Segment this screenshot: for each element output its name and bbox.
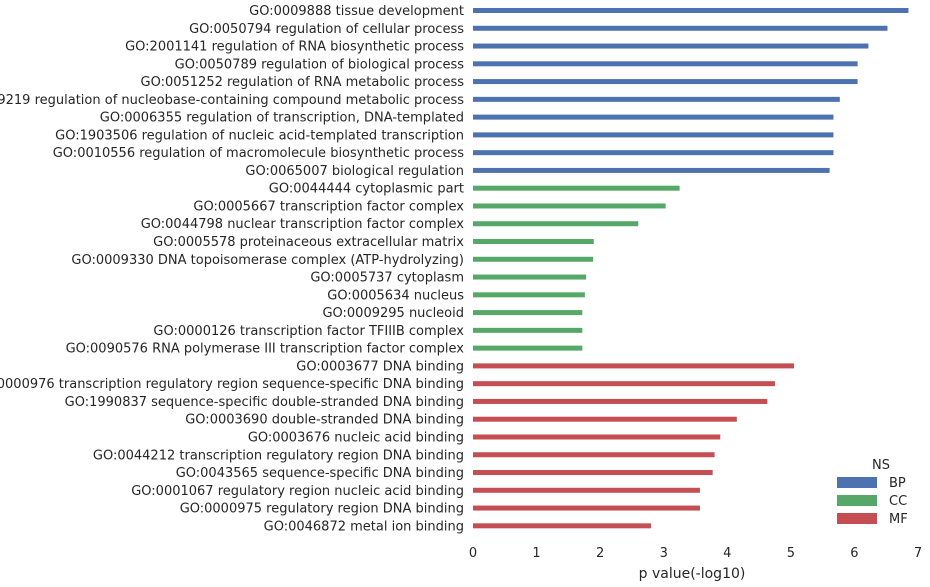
bar-go-0000976 — [473, 381, 775, 387]
x-ticks-group: 0 1 2 3 4 5 6 7 — [469, 546, 922, 561]
category-label: GO:0044444 cytoplasmic part — [269, 182, 464, 197]
legend-swatch-cc — [837, 495, 877, 506]
category-label: GO:0000976 transcription regulatory regi… — [0, 377, 464, 392]
bar-go-0043565 — [473, 470, 713, 476]
bars-group — [473, 8, 909, 529]
category-label: GO:0003676 nucleic acid binding — [248, 430, 464, 445]
x-tick-label: 0 — [469, 546, 477, 561]
category-label: GO:0005667 transcription factor complex — [193, 199, 464, 214]
category-label: GO:0050789 regulation of biological proc… — [175, 57, 465, 72]
bar-go-0046872 — [473, 523, 651, 529]
category-label: GO:0001067 regulatory region nucleic aci… — [131, 484, 464, 499]
category-label: GO:0009295 nucleoid — [322, 306, 464, 321]
category-label: GO:2001141 regulation of RNA biosyntheti… — [125, 40, 464, 55]
category-label: GO:0043565 sequence-specific DNA binding — [176, 466, 464, 481]
category-label: GO:0051252 regulation of RNA metabolic p… — [141, 75, 465, 90]
category-label: GO:0005578 proteinaceous extracellular m… — [153, 235, 464, 250]
bar-go-0001067 — [473, 487, 700, 493]
legend-label-cc: CC — [889, 494, 907, 509]
legend-swatch-mf — [837, 513, 877, 524]
category-labels-group: GO:0009888 tissue development GO:0050794 … — [0, 4, 464, 534]
category-label: GO:0046872 metal ion binding — [264, 519, 464, 534]
bar-go-0000126 — [473, 327, 583, 333]
x-tick-label: 1 — [532, 546, 540, 561]
x-tick-label: 5 — [787, 546, 795, 561]
bar-go-0005737 — [473, 274, 587, 280]
bar-go-0044212 — [473, 452, 715, 458]
x-tick-label: 7 — [914, 546, 922, 561]
bar-go-0009295 — [473, 310, 583, 316]
category-label: GO:0009888 tissue development — [249, 4, 464, 19]
category-label: GO:0010556 regulation of macromolecule b… — [53, 146, 464, 161]
legend: NS BP CC MF — [837, 458, 908, 527]
legend-label-bp: BP — [889, 476, 906, 491]
bar-go-0006355 — [473, 114, 834, 120]
bar-go-0009888 — [473, 8, 909, 13]
bar-go-0044444 — [473, 185, 680, 191]
bar-go-0003676 — [473, 434, 721, 440]
bar-go-0019219 — [473, 96, 840, 102]
category-label: GO:0065007 biological regulation — [245, 164, 464, 179]
bar-go-2001141 — [473, 43, 869, 49]
category-label: GO:0003690 double-stranded DNA binding — [185, 413, 464, 428]
category-label: GO:0005634 nucleus — [327, 288, 464, 303]
x-axis-label: p value(-log10) — [639, 566, 746, 582]
bar-go-0003690 — [473, 416, 737, 422]
category-label: GO:1990837 sequence-specific double-stra… — [65, 395, 464, 410]
category-label: GO:0044798 nuclear transcription factor … — [141, 217, 465, 232]
x-tick-label: 4 — [723, 546, 731, 561]
bar-go-0009330 — [473, 256, 594, 262]
bar-go-0044798 — [473, 221, 639, 227]
bar-go-0005634 — [473, 292, 585, 298]
category-label: GO:0005737 cytoplasm — [310, 271, 464, 286]
x-tick-label: 3 — [660, 546, 668, 561]
legend-swatch-bp — [837, 477, 877, 488]
legend-title: NS — [872, 458, 890, 473]
legend-label-mf: MF — [889, 512, 908, 527]
category-label: GO:0000975 regulatory region DNA binding — [180, 502, 464, 517]
category-label: GO:1903506 regulation of nucleic acid-te… — [55, 128, 464, 143]
category-label: GO:0019219 regulation of nucleobase-cont… — [0, 93, 464, 108]
bar-go-0050794 — [473, 25, 888, 31]
bar-go-0005667 — [473, 203, 666, 209]
category-label: GO:0044212 transcription regulatory regi… — [93, 448, 464, 463]
category-label: GO:0090576 RNA polymerase III transcript… — [66, 342, 465, 357]
bar-go-0003677 — [473, 363, 795, 369]
bar-go-0090576 — [473, 345, 583, 351]
bar-go-0065007 — [473, 167, 830, 173]
x-tick-label: 2 — [596, 546, 604, 561]
category-label: GO:0003677 DNA binding — [296, 359, 464, 374]
bar-go-1903506 — [473, 132, 834, 138]
category-label: GO:0009330 DNA topoisomerase complex (AT… — [71, 253, 464, 268]
category-label: GO:0050794 regulation of cellular proces… — [189, 22, 464, 37]
category-label: GO:0000126 transcription factor TFIIIB c… — [153, 324, 464, 339]
bar-go-0010556 — [473, 150, 834, 156]
x-tick-label: 6 — [850, 546, 858, 561]
bar-go-0050789 — [473, 61, 858, 67]
bar-go-0051252 — [473, 79, 858, 85]
category-label: GO:0006355 regulation of transcription, … — [100, 111, 464, 126]
bar-go-1990837 — [473, 398, 768, 404]
bar-go-0000975 — [473, 505, 700, 511]
bar-go-0005578 — [473, 239, 594, 245]
